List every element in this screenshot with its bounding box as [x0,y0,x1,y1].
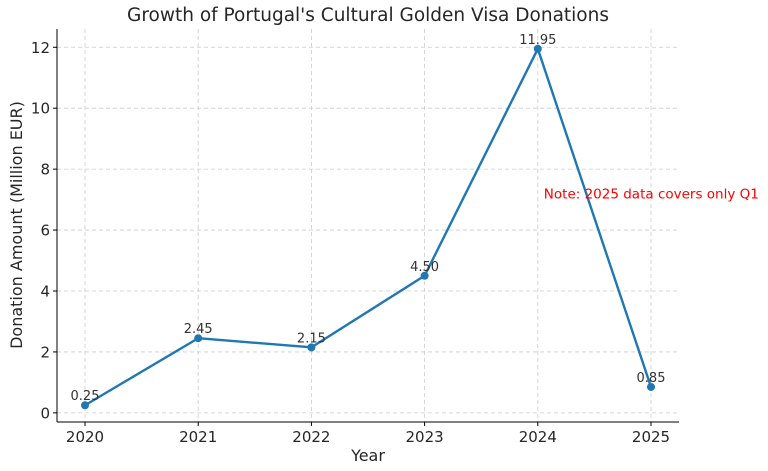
data-label: 2.15 [297,331,326,346]
data-point [307,343,316,352]
x-tick-label: 2025 [632,428,670,446]
x-axis-label: Year [350,446,385,465]
x-tick-label: 2024 [519,428,557,446]
annotation-note: Note: 2025 data covers only Q1 [544,187,759,203]
y-tick-label: 2 [40,343,50,361]
data-labels: 0.25 2.45 2.15 4.50 11.95 0.85 [71,33,666,404]
data-point [647,382,655,391]
data-label: 0.85 [637,371,666,386]
y-tick-label: 10 [31,100,50,118]
data-point [533,44,542,53]
data-label: 11.95 [519,33,556,48]
x-tick-label: 2022 [292,428,330,446]
data-label: 0.25 [71,389,100,404]
data-point [420,271,429,280]
y-tick-label: 4 [40,283,50,301]
x-tick-label: 2021 [179,428,217,446]
chart-title: Growth of Portugal's Cultural Golden Vis… [127,5,609,26]
series-donations [81,44,655,410]
annotations: Note: 2025 data covers only Q1 [544,187,759,203]
series-line [84,47,653,407]
y-tick-label: 0 [40,404,50,422]
y-tick-label: 8 [40,161,50,179]
x-tick-label: 2020 [66,428,104,446]
data-label: 2.45 [184,322,213,337]
data-label: 4.50 [410,260,439,275]
y-tick-label: 6 [40,222,50,240]
data-point [81,401,89,410]
data-point [194,334,203,343]
y-ticks: 0 2 4 6 8 10 12 [31,39,57,422]
x-tick-label: 2023 [406,428,444,446]
y-tick-label: 12 [31,39,50,57]
y-axis-label: Donation Amount (Million EUR) [7,101,26,349]
axes [56,29,679,423]
x-ticks: 2020 2021 2022 2023 2024 2025 [66,422,670,446]
gridlines [57,29,679,422]
